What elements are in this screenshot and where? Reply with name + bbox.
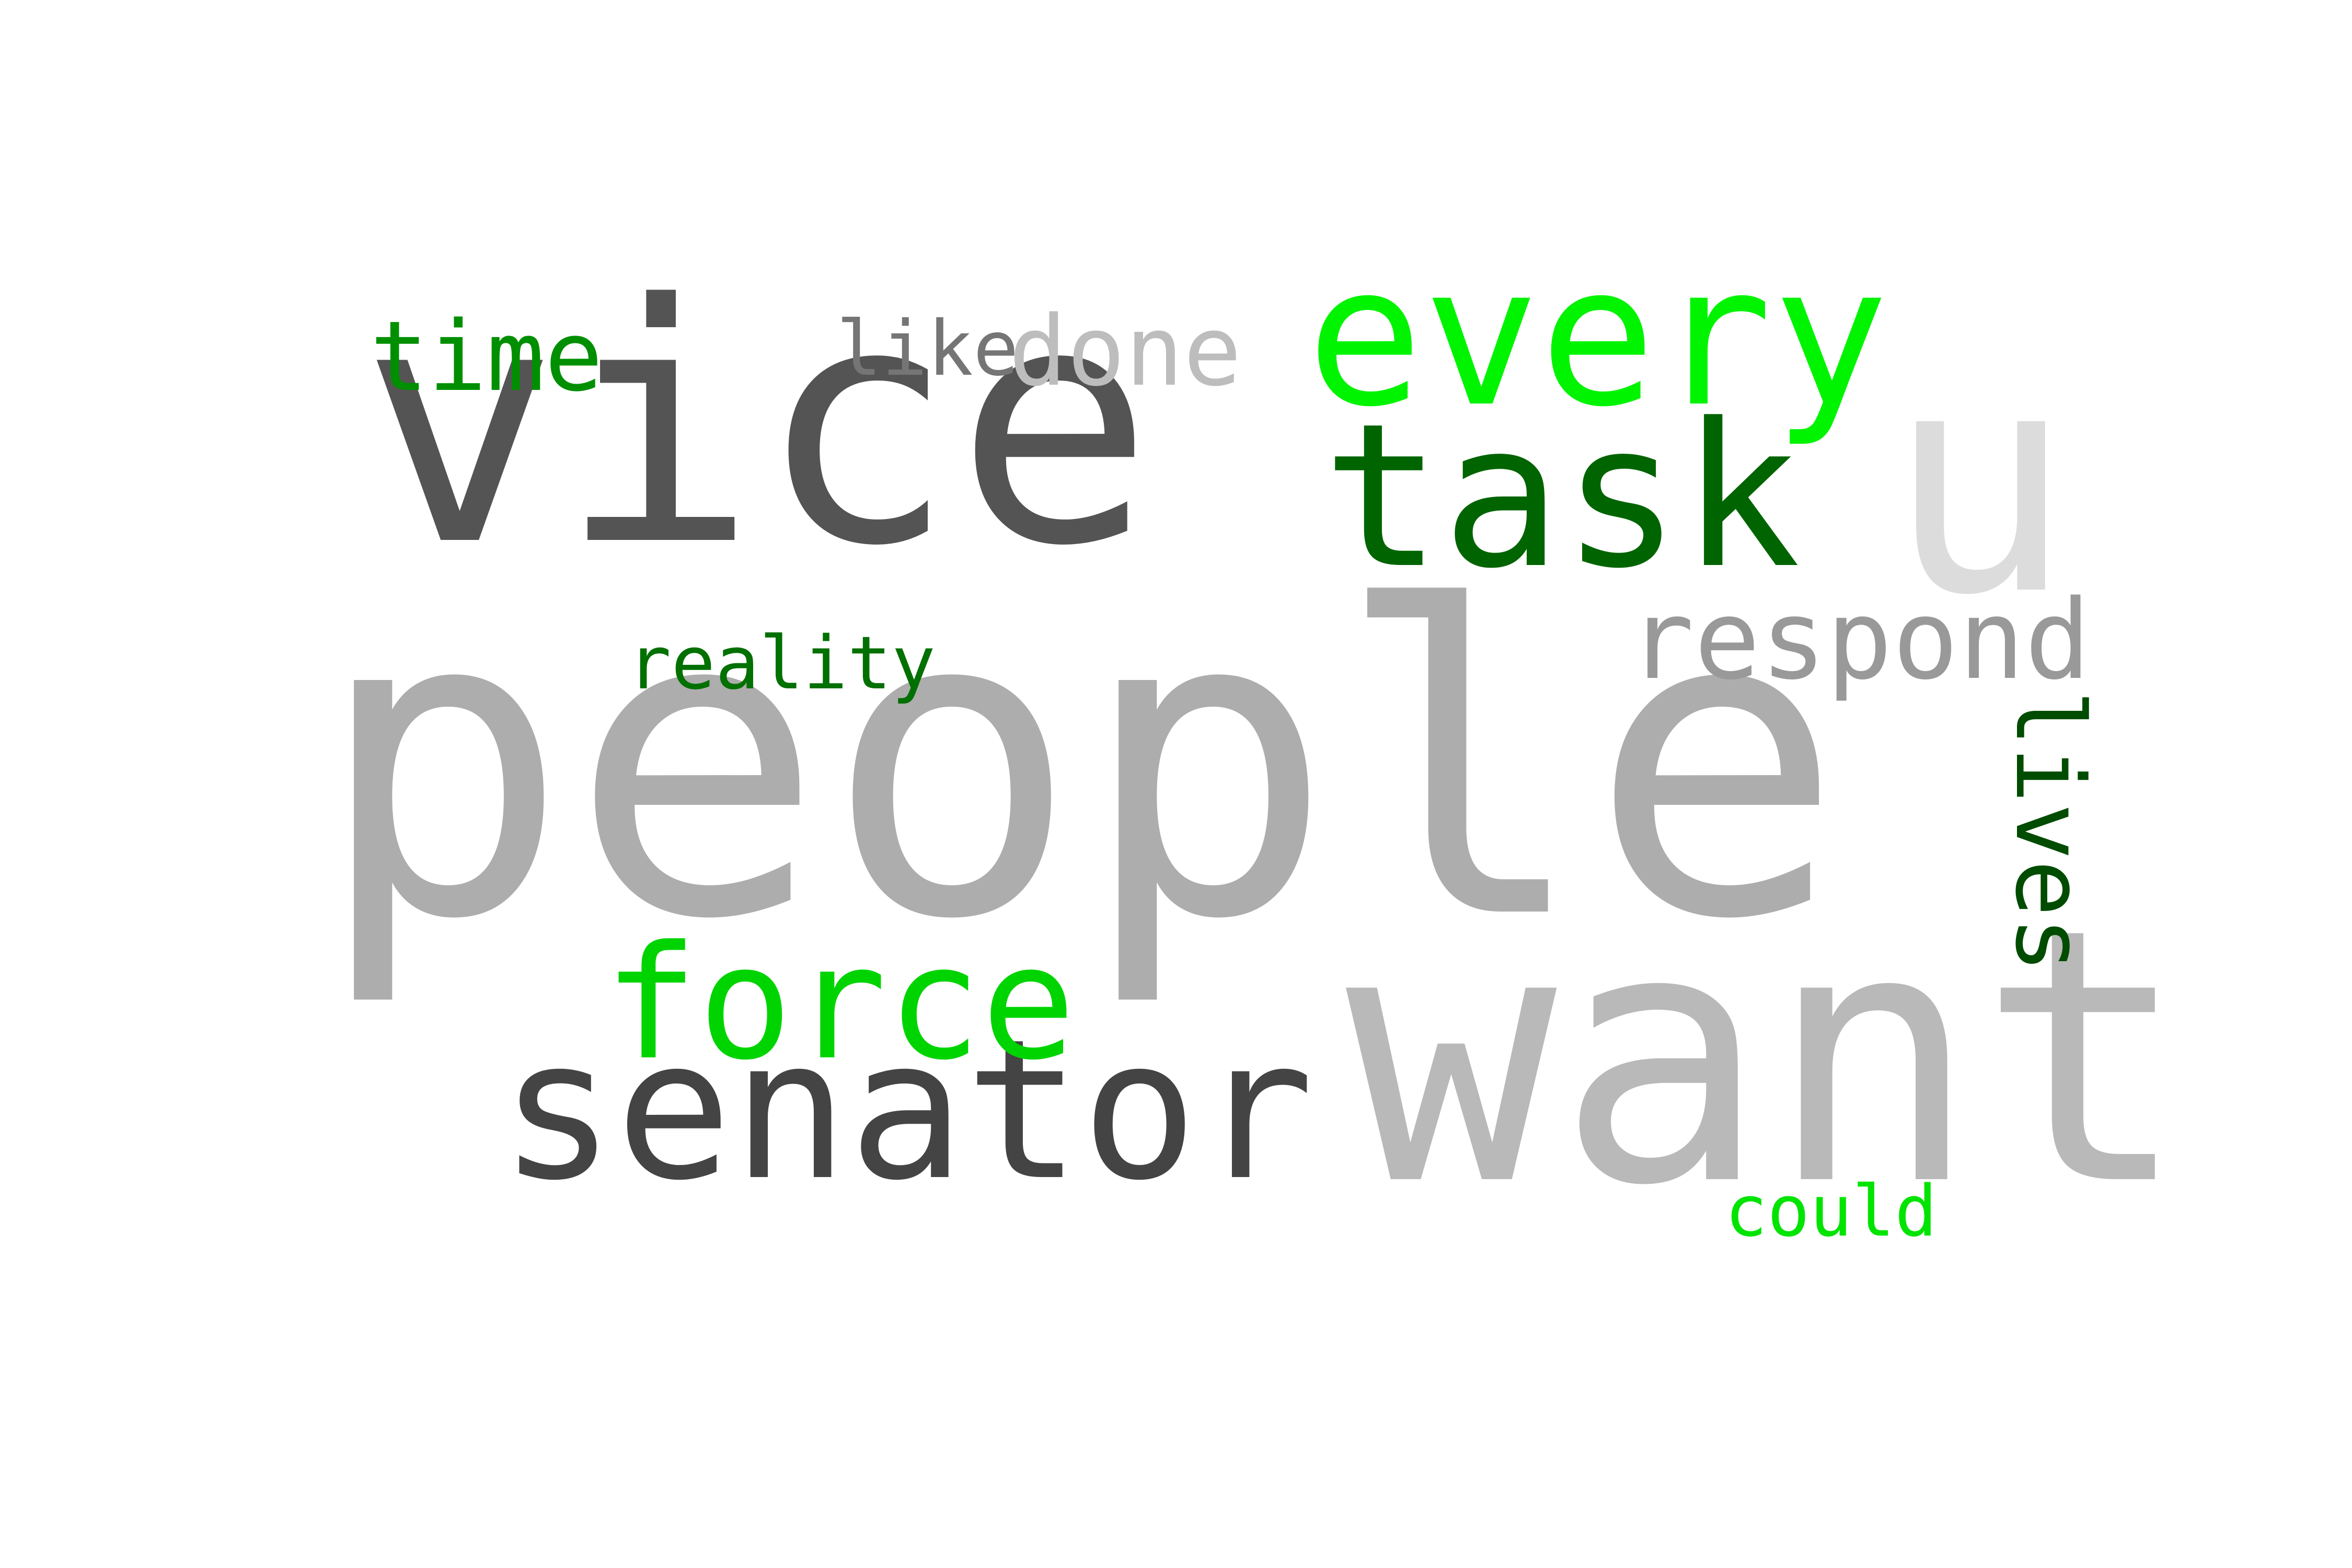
word-every: every [1307,225,1889,449]
word-vice: vice [361,234,1154,618]
word-want: want [1346,855,2189,1262]
word-people: people [315,519,1844,1012]
word-lives: lives [1994,690,2104,973]
word-task: task [1322,381,1801,612]
word-reality: reality [627,621,936,706]
word-like: like [836,305,1019,393]
word-time: time [370,300,603,413]
word-force: force [604,912,1076,1094]
word-could: could [1725,1170,1938,1252]
word-u: u [1887,304,2073,663]
word-senator: senator [499,998,1315,1223]
word-respond: respond [1628,576,2091,704]
word-done: done [1009,295,1242,408]
